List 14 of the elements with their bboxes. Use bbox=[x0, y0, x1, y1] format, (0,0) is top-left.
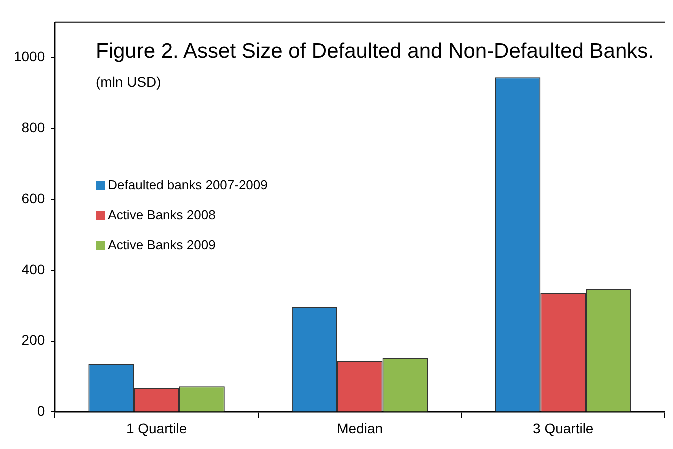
y-tick-label: 600 bbox=[22, 190, 46, 206]
legend-label: Active Banks 2008 bbox=[108, 208, 216, 223]
x-tick-label: 1 Quartile bbox=[126, 420, 188, 436]
x-tick-label: 3 Quartile bbox=[533, 420, 594, 436]
x-tick-label: Median bbox=[337, 420, 384, 436]
text: (mln USD) bbox=[96, 74, 162, 90]
y-tick-label: 200 bbox=[22, 332, 46, 348]
y-tick-label: 1000 bbox=[14, 48, 46, 65]
y-tick-label: 400 bbox=[22, 261, 46, 278]
legend-label: Defaulted banks 2007-2009 bbox=[108, 178, 268, 193]
y-tick-label: 800 bbox=[22, 120, 46, 136]
legend-label: Active Banks 2009 bbox=[108, 238, 216, 253]
y-tick-label: 0 bbox=[37, 403, 46, 420]
text: Figure 2. Asset Size of Defaulted and Non-Defaulted Banks. bbox=[96, 40, 654, 63]
